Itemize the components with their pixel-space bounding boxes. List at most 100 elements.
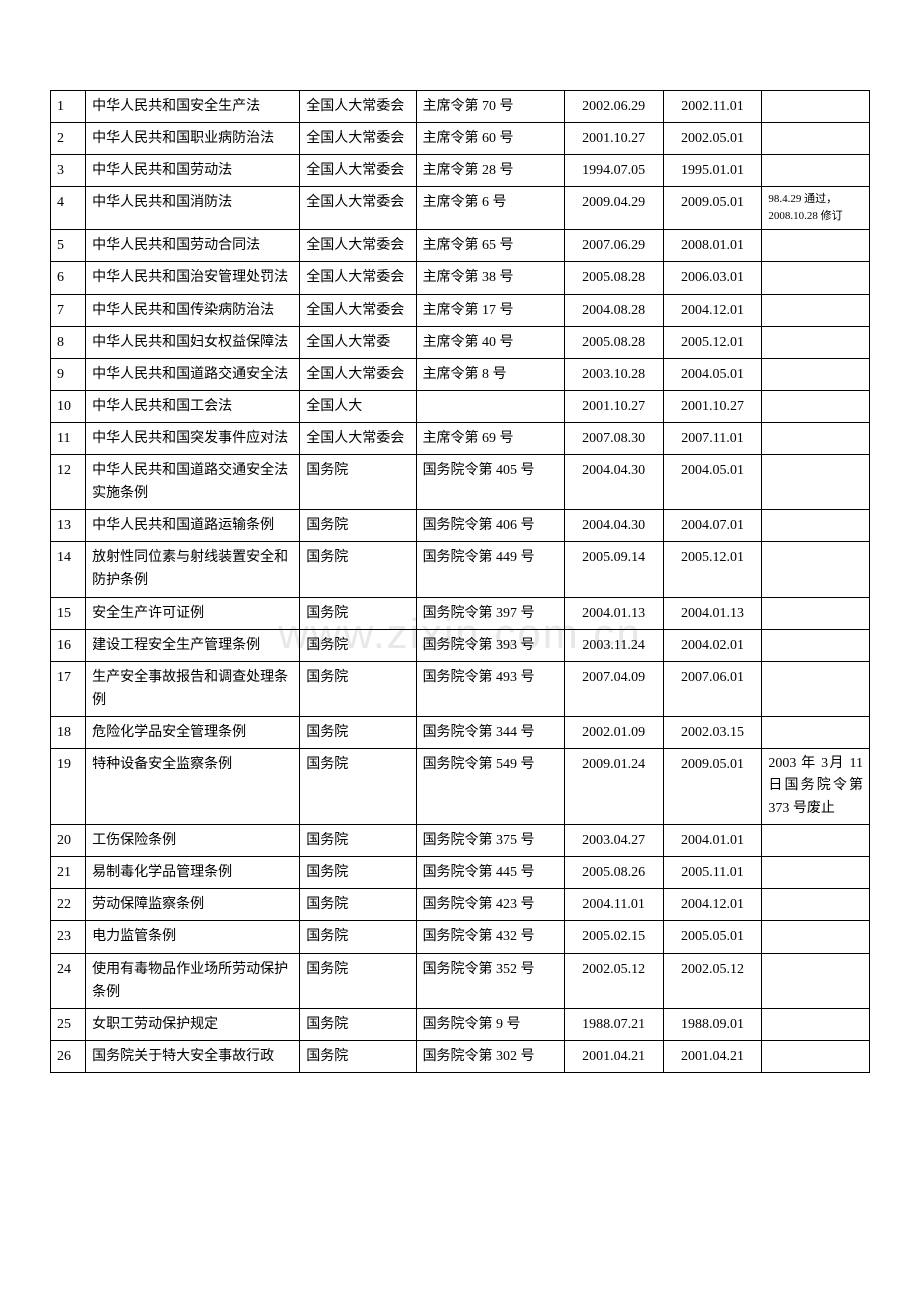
cell-date2: 2005.05.01 — [663, 921, 762, 953]
cell-org: 国务院 — [300, 716, 416, 748]
cell-name: 中华人民共和国道路交通安全法实施条例 — [86, 455, 300, 510]
cell-name: 中华人民共和国突发事件应对法 — [86, 422, 300, 454]
table-row: 16建设工程安全生产管理条例国务院国务院令第 393 号2003.11.2420… — [51, 629, 870, 661]
cell-date1: 2002.01.09 — [564, 716, 663, 748]
cell-org: 全国人大 — [300, 390, 416, 422]
table-row: 7中华人民共和国传染病防治法全国人大常委会主席令第 17 号2004.08.28… — [51, 294, 870, 326]
table-row: 13中华人民共和国道路运输条例国务院国务院令第 406 号2004.04.302… — [51, 510, 870, 542]
cell-date2: 2004.12.01 — [663, 889, 762, 921]
table-row: 10中华人民共和国工会法全国人大 2001.10.272001.10.27 — [51, 390, 870, 422]
cell-name: 女职工劳动保护规定 — [86, 1008, 300, 1040]
table-row: 9中华人民共和国道路交通安全法全国人大常委会主席令第 8 号2003.10.28… — [51, 358, 870, 390]
cell-doc: 主席令第 70 号 — [416, 91, 564, 123]
cell-doc: 国务院令第 449 号 — [416, 542, 564, 597]
cell-index: 18 — [51, 716, 86, 748]
cell-index: 22 — [51, 889, 86, 921]
cell-doc: 主席令第 40 号 — [416, 326, 564, 358]
cell-name: 安全生产许可证例 — [86, 597, 300, 629]
cell-date2: 2002.05.01 — [663, 123, 762, 155]
cell-index: 10 — [51, 390, 86, 422]
cell-org: 国务院 — [300, 889, 416, 921]
cell-name: 中华人民共和国道路运输条例 — [86, 510, 300, 542]
cell-name: 工伤保险条例 — [86, 825, 300, 857]
cell-date2: 2004.05.01 — [663, 358, 762, 390]
cell-name: 中华人民共和国劳动法 — [86, 155, 300, 187]
cell-org: 全国人大常委会 — [300, 123, 416, 155]
cell-doc: 国务院令第 302 号 — [416, 1040, 564, 1072]
cell-note — [762, 422, 870, 454]
cell-index: 24 — [51, 953, 86, 1008]
table-row: 12中华人民共和国道路交通安全法实施条例国务院国务院令第 405 号2004.0… — [51, 455, 870, 510]
table-row: 21易制毒化学品管理条例国务院国务院令第 445 号2005.08.262005… — [51, 857, 870, 889]
cell-doc: 国务院令第 344 号 — [416, 716, 564, 748]
cell-name: 中华人民共和国传染病防治法 — [86, 294, 300, 326]
cell-index: 19 — [51, 748, 86, 824]
table-row: 14放射性同位素与射线装置安全和防护条例国务院国务院令第 449 号2005.0… — [51, 542, 870, 597]
cell-date1: 2007.08.30 — [564, 422, 663, 454]
cell-org: 全国人大常委 — [300, 326, 416, 358]
cell-note — [762, 1008, 870, 1040]
cell-org: 国务院 — [300, 1008, 416, 1040]
cell-org: 全国人大常委会 — [300, 155, 416, 187]
cell-note — [762, 123, 870, 155]
cell-date1: 2001.04.21 — [564, 1040, 663, 1072]
cell-note — [762, 542, 870, 597]
cell-name: 劳动保障监察条例 — [86, 889, 300, 921]
cell-date1: 2004.08.28 — [564, 294, 663, 326]
cell-name: 中华人民共和国工会法 — [86, 390, 300, 422]
cell-org: 国务院 — [300, 857, 416, 889]
cell-index: 11 — [51, 422, 86, 454]
cell-name: 中华人民共和国安全生产法 — [86, 91, 300, 123]
cell-date1: 2003.04.27 — [564, 825, 663, 857]
cell-doc: 国务院令第 352 号 — [416, 953, 564, 1008]
cell-date1: 2005.08.28 — [564, 326, 663, 358]
table-row: 1中华人民共和国安全生产法全国人大常委会主席令第 70 号2002.06.292… — [51, 91, 870, 123]
cell-index: 1 — [51, 91, 86, 123]
table-row: 17生产安全事故报告和调查处理条例国务院国务院令第 493 号2007.04.0… — [51, 661, 870, 716]
cell-org: 国务院 — [300, 629, 416, 661]
cell-index: 23 — [51, 921, 86, 953]
cell-name: 中华人民共和国职业病防治法 — [86, 123, 300, 155]
cell-doc: 主席令第 60 号 — [416, 123, 564, 155]
table-row: 2中华人民共和国职业病防治法全国人大常委会主席令第 60 号2001.10.27… — [51, 123, 870, 155]
cell-date2: 2002.03.15 — [663, 716, 762, 748]
cell-date1: 2001.10.27 — [564, 390, 663, 422]
cell-note — [762, 230, 870, 262]
cell-date1: 2004.01.13 — [564, 597, 663, 629]
cell-note — [762, 661, 870, 716]
cell-index: 8 — [51, 326, 86, 358]
cell-org: 国务院 — [300, 1040, 416, 1072]
cell-doc: 国务院令第 493 号 — [416, 661, 564, 716]
cell-date2: 2007.06.01 — [663, 661, 762, 716]
cell-note — [762, 91, 870, 123]
cell-index: 17 — [51, 661, 86, 716]
cell-name: 中华人民共和国消防法 — [86, 187, 300, 230]
cell-doc: 国务院令第 9 号 — [416, 1008, 564, 1040]
cell-org: 国务院 — [300, 542, 416, 597]
cell-date1: 2009.01.24 — [564, 748, 663, 824]
cell-index: 3 — [51, 155, 86, 187]
table-row: 24使用有毒物品作业场所劳动保护条例国务院国务院令第 352 号2002.05.… — [51, 953, 870, 1008]
cell-date2: 2004.01.01 — [663, 825, 762, 857]
cell-doc: 主席令第 17 号 — [416, 294, 564, 326]
cell-date2: 2005.12.01 — [663, 326, 762, 358]
cell-index: 9 — [51, 358, 86, 390]
cell-date1: 2005.08.28 — [564, 262, 663, 294]
cell-date2: 2001.10.27 — [663, 390, 762, 422]
cell-doc: 国务院令第 549 号 — [416, 748, 564, 824]
cell-doc: 国务院令第 393 号 — [416, 629, 564, 661]
cell-note — [762, 326, 870, 358]
cell-name: 电力监管条例 — [86, 921, 300, 953]
cell-org: 国务院 — [300, 661, 416, 716]
cell-index: 21 — [51, 857, 86, 889]
cell-date2: 2004.07.01 — [663, 510, 762, 542]
cell-name: 中华人民共和国劳动合同法 — [86, 230, 300, 262]
cell-date2: 2006.03.01 — [663, 262, 762, 294]
cell-date1: 2005.09.14 — [564, 542, 663, 597]
cell-note — [762, 455, 870, 510]
cell-name: 国务院关于特大安全事故行政 — [86, 1040, 300, 1072]
cell-name: 中华人民共和国妇女权益保障法 — [86, 326, 300, 358]
cell-name: 中华人民共和国道路交通安全法 — [86, 358, 300, 390]
cell-date1: 2004.04.30 — [564, 455, 663, 510]
table-row: 23电力监管条例国务院国务院令第 432 号2005.02.152005.05.… — [51, 921, 870, 953]
